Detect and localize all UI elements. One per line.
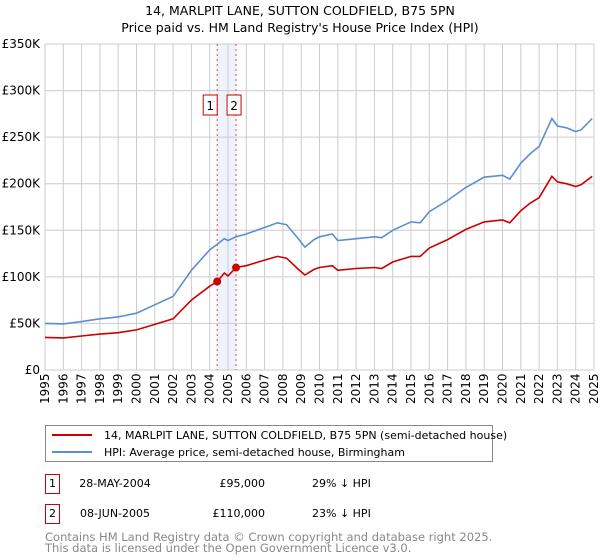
x-tick-label: 2023 [550, 373, 564, 404]
y-tick-label: £50K [9, 316, 41, 330]
legend-swatch-blue [52, 451, 92, 453]
y-tick-label: £150K [2, 223, 42, 237]
y-tick-label: £100K [2, 270, 42, 284]
footer-licence: This data is licensed under the Open Gov… [45, 541, 412, 555]
transaction-row: 1 28-MAY-2004 £95,000 29% ↓ HPI [0, 474, 600, 494]
legend-label: HPI: Average price, semi-detached house,… [104, 445, 405, 459]
series-line [44, 175, 593, 339]
x-tick-label: 2012 [349, 373, 363, 404]
chart-subtitle: Price paid vs. HM Land Registry's House … [121, 20, 479, 35]
legend-swatch-red [52, 434, 92, 436]
x-tick-label: 2008 [276, 373, 290, 404]
series-line [44, 116, 593, 325]
plot-border [44, 43, 595, 371]
legend-item-hpi: HPI: Average price, semi-detached house,… [46, 444, 405, 460]
x-tick-label: 2003 [184, 373, 198, 404]
transaction-date: 08-JUN-2005 [79, 507, 151, 520]
x-tick-label: 1999 [111, 373, 125, 404]
x-tick-label: 2000 [130, 373, 144, 404]
sale-label-box [226, 94, 242, 116]
transaction-marker: 1 [45, 474, 60, 494]
x-tick-label: 2017 [441, 373, 455, 404]
sale-point [213, 277, 222, 286]
x-tick-label: 2020 [496, 373, 510, 404]
footer-copyright: Contains HM Land Registry data © Crown c… [45, 530, 493, 544]
x-tick-label: 2024 [569, 373, 583, 404]
y-tick-label: £350K [2, 37, 42, 51]
sale-label-box [202, 94, 218, 116]
x-tick-label: 2016 [422, 373, 436, 404]
transaction-date: 28-MAY-2004 [79, 477, 151, 490]
transaction-row: 2 08-JUN-2005 £110,000 23% ↓ HPI [0, 504, 600, 524]
y-tick-label: £200K [2, 177, 42, 191]
transaction-price: £95,000 [219, 477, 266, 490]
x-tick-label: 2009 [294, 373, 308, 404]
x-tick-label: 2004 [203, 373, 217, 404]
transaction-price: £110,000 [212, 507, 266, 520]
x-tick-label: 1996 [56, 373, 70, 404]
y-tick-label: £0 [25, 363, 40, 377]
x-tick-label: 2014 [386, 373, 400, 404]
transaction-marker: 2 [45, 504, 60, 524]
x-tick-label: 1997 [75, 373, 89, 404]
x-tick-label: 2005 [221, 373, 235, 404]
y-tick-label: £300K [2, 84, 42, 98]
x-tick-label: 2007 [258, 373, 272, 404]
x-tick-label: 2001 [148, 373, 162, 404]
legend: 14, MARLPIT LANE, SUTTON COLDFIELD, B75 … [45, 425, 507, 462]
legend-item-property: 14, MARLPIT LANE, SUTTON COLDFIELD, B75 … [46, 427, 507, 443]
x-tick-label: 2013 [367, 373, 381, 404]
plot-area: £0 £50K £100K £150K £200K £250K £300K £350K 1995… [2, 37, 600, 404]
x-tick-label: 2010 [313, 373, 327, 404]
x-tick-label: 2022 [532, 373, 546, 404]
x-tick-label: 1998 [93, 373, 107, 404]
x-tick-label: 2015 [404, 373, 418, 404]
sale-label: 2 [230, 99, 238, 113]
x-tick-label: 1995 [38, 373, 52, 404]
x-tick-label: 2018 [459, 373, 473, 404]
x-tick-label: 2021 [514, 373, 528, 404]
x-tick-label: 2011 [331, 373, 345, 404]
x-tick-label: 2019 [477, 373, 491, 404]
x-tick-label: 2025 [587, 373, 600, 404]
transaction-hpi-diff: 23% ↓ HPI [312, 507, 371, 520]
x-tick-label: 2006 [239, 373, 253, 404]
sale-point [232, 263, 241, 272]
sale-period-band [217, 44, 237, 370]
y-tick-label: £250K [2, 130, 42, 144]
chart-title: 14, MARLPIT LANE, SUTTON COLDFIELD, B75 … [145, 3, 455, 18]
transaction-hpi-diff: 29% ↓ HPI [312, 477, 371, 490]
x-tick-label: 2002 [166, 373, 180, 404]
legend-label: 14, MARLPIT LANE, SUTTON COLDFIELD, B75 … [104, 428, 508, 442]
sale-label: 1 [206, 99, 214, 113]
